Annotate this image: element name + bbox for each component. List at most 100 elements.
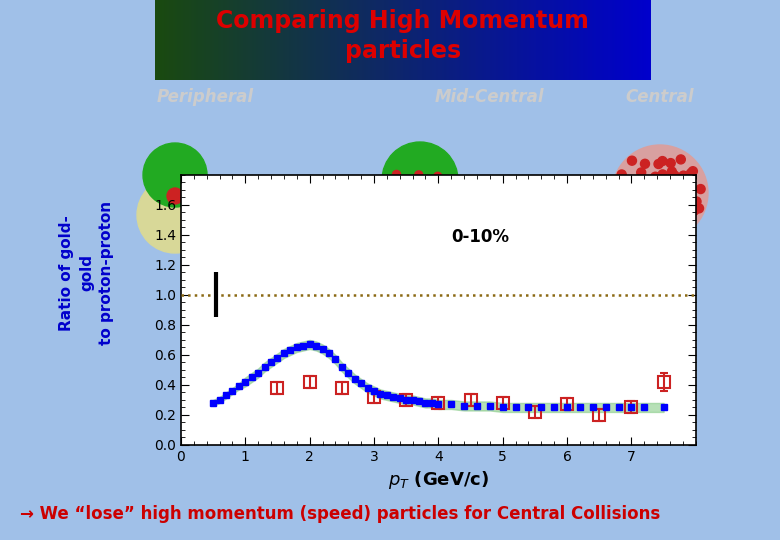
Circle shape <box>654 178 664 187</box>
Circle shape <box>652 181 661 190</box>
Circle shape <box>679 211 688 220</box>
Circle shape <box>651 194 660 204</box>
Circle shape <box>424 199 431 207</box>
Circle shape <box>669 179 678 188</box>
Circle shape <box>447 178 455 186</box>
Circle shape <box>668 172 678 180</box>
Circle shape <box>415 188 423 197</box>
Circle shape <box>406 190 415 198</box>
Circle shape <box>662 188 672 197</box>
Circle shape <box>415 192 423 200</box>
Circle shape <box>431 211 438 219</box>
Circle shape <box>442 199 451 207</box>
Text: Comparing High Momentum
particles: Comparing High Momentum particles <box>216 9 590 63</box>
Circle shape <box>669 197 679 206</box>
Circle shape <box>671 223 680 232</box>
Circle shape <box>418 211 426 219</box>
Circle shape <box>654 159 663 168</box>
Circle shape <box>672 191 682 200</box>
Circle shape <box>445 193 452 201</box>
Circle shape <box>422 191 430 198</box>
Circle shape <box>412 184 420 192</box>
Circle shape <box>622 217 632 226</box>
Circle shape <box>389 186 398 194</box>
Circle shape <box>417 201 425 209</box>
Circle shape <box>654 184 662 193</box>
Circle shape <box>438 190 446 198</box>
Circle shape <box>677 206 686 215</box>
Circle shape <box>415 191 423 199</box>
Circle shape <box>395 217 403 225</box>
Circle shape <box>666 178 675 187</box>
Circle shape <box>664 200 672 209</box>
Circle shape <box>413 181 420 190</box>
Circle shape <box>396 209 404 217</box>
Circle shape <box>658 170 667 179</box>
Circle shape <box>420 200 427 208</box>
Circle shape <box>636 199 645 207</box>
Circle shape <box>679 171 688 180</box>
Circle shape <box>647 176 656 185</box>
Circle shape <box>441 206 449 214</box>
Circle shape <box>434 172 441 180</box>
Circle shape <box>422 205 430 213</box>
Circle shape <box>392 171 401 178</box>
Circle shape <box>678 187 687 197</box>
Circle shape <box>651 195 660 204</box>
Circle shape <box>655 187 665 197</box>
Circle shape <box>653 184 661 193</box>
Circle shape <box>666 190 675 199</box>
Circle shape <box>410 208 418 216</box>
Circle shape <box>444 200 452 208</box>
Circle shape <box>434 177 442 185</box>
Circle shape <box>665 211 675 220</box>
Circle shape <box>658 157 667 166</box>
Circle shape <box>378 168 462 252</box>
Circle shape <box>655 189 664 198</box>
Circle shape <box>447 187 455 195</box>
Circle shape <box>690 206 699 215</box>
Circle shape <box>410 177 417 185</box>
Circle shape <box>427 191 435 199</box>
Circle shape <box>167 188 183 204</box>
Circle shape <box>417 214 425 221</box>
X-axis label: $p_T$ (GeV/c): $p_T$ (GeV/c) <box>388 469 489 491</box>
Circle shape <box>668 167 676 176</box>
Circle shape <box>670 171 679 180</box>
Circle shape <box>649 204 658 213</box>
Circle shape <box>645 222 654 231</box>
Circle shape <box>642 210 651 218</box>
Circle shape <box>636 168 646 177</box>
Circle shape <box>627 156 636 165</box>
Circle shape <box>678 205 687 214</box>
Circle shape <box>694 204 704 213</box>
Circle shape <box>668 193 678 202</box>
Circle shape <box>617 170 626 179</box>
Circle shape <box>419 188 427 196</box>
Circle shape <box>413 216 421 224</box>
Circle shape <box>413 215 422 223</box>
Circle shape <box>666 191 675 200</box>
Circle shape <box>137 177 213 253</box>
Circle shape <box>413 197 420 205</box>
Circle shape <box>413 176 420 184</box>
Circle shape <box>665 194 673 203</box>
Circle shape <box>686 169 696 178</box>
Circle shape <box>431 206 438 214</box>
Circle shape <box>449 190 458 198</box>
Circle shape <box>661 191 670 200</box>
Circle shape <box>382 142 458 218</box>
Circle shape <box>676 155 686 164</box>
Circle shape <box>653 191 662 200</box>
Circle shape <box>401 196 410 204</box>
Circle shape <box>647 184 656 193</box>
Circle shape <box>417 191 424 199</box>
Circle shape <box>445 183 452 191</box>
Circle shape <box>445 206 453 214</box>
Circle shape <box>390 213 398 221</box>
Circle shape <box>633 219 643 228</box>
Circle shape <box>664 216 673 225</box>
Text: Central: Central <box>626 89 694 106</box>
Circle shape <box>446 181 455 189</box>
Circle shape <box>646 189 654 198</box>
